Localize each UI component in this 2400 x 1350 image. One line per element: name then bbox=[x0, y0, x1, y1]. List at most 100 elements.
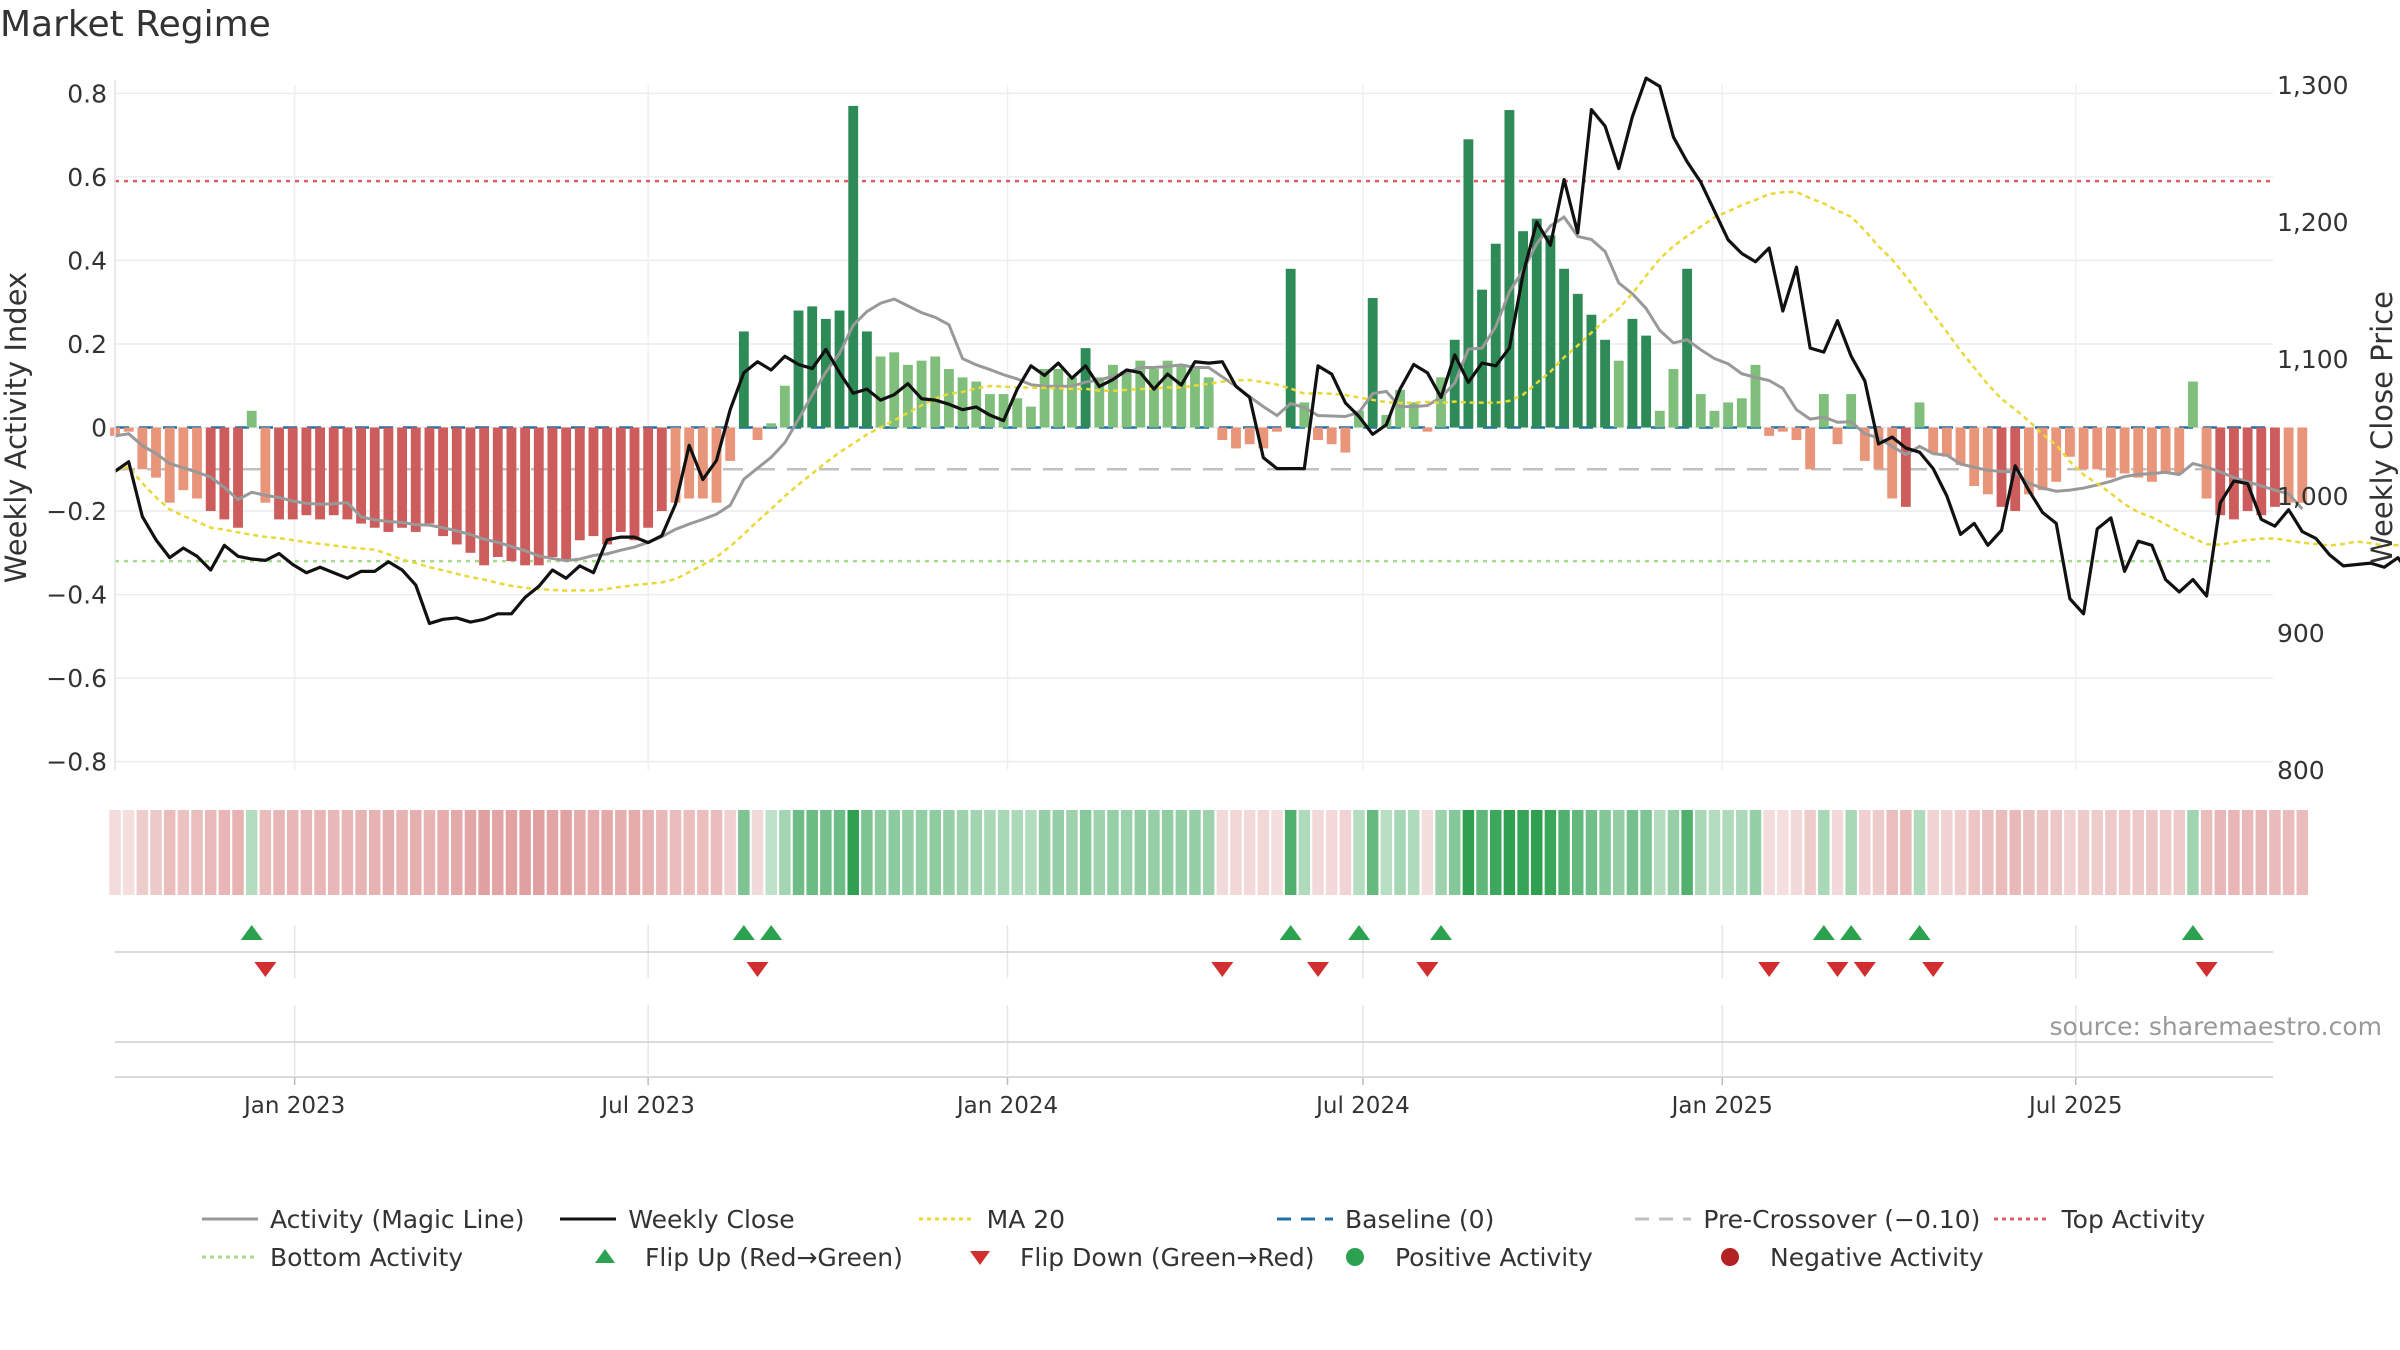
legend-label: Activity (Magic Line) bbox=[270, 1204, 525, 1234]
x-tick-label: Jul 2025 bbox=[2027, 1093, 2123, 1119]
activity-bar bbox=[1969, 427, 1980, 486]
regime-cell bbox=[1982, 810, 1994, 895]
regime-cell bbox=[368, 810, 381, 895]
y-tick-label: 0.6 bbox=[67, 163, 107, 192]
regime-cell bbox=[2200, 810, 2213, 895]
activity-bar bbox=[1395, 389, 1405, 428]
chart-title: Market Regime bbox=[0, 4, 271, 45]
flip-up-marker bbox=[732, 925, 755, 940]
regime-cell bbox=[2064, 810, 2076, 895]
regime-cell bbox=[451, 810, 463, 895]
regime-cell bbox=[1790, 810, 1803, 895]
activity-bars bbox=[110, 105, 2308, 566]
regime-cell bbox=[2118, 810, 2131, 895]
activity-bar bbox=[834, 310, 845, 428]
regime-cell bbox=[861, 810, 873, 895]
activity-bar bbox=[793, 310, 804, 428]
regime-cell bbox=[1722, 810, 1734, 895]
regime-cell bbox=[902, 810, 914, 895]
activity-bar bbox=[2092, 427, 2103, 470]
activity-bar bbox=[260, 427, 271, 503]
activity-bar bbox=[137, 427, 148, 470]
flip-markers bbox=[115, 925, 2273, 1043]
activity-bar bbox=[410, 427, 421, 532]
x-tick-label: Jul 2024 bbox=[1314, 1093, 1410, 1119]
regime-cell bbox=[765, 810, 777, 895]
regime-cell bbox=[1736, 810, 1748, 895]
lines bbox=[114, 76, 2400, 626]
chart-area: 0.8 0.6 0.4 0.2 0 −0.2 −0.4 −0.6 −0.8 1,300 1,200 1… bbox=[0, 71, 2400, 1119]
y2-tick-label: 1,300 bbox=[2277, 71, 2349, 100]
activity-bar bbox=[2174, 427, 2185, 474]
activity-bar bbox=[397, 427, 408, 528]
activity-bar bbox=[588, 427, 599, 537]
activity-bar bbox=[1941, 427, 1952, 457]
legend-label: Flip Up (Red→Green) bbox=[645, 1242, 903, 1272]
regime-cell bbox=[1585, 810, 1598, 895]
legend-swatch bbox=[1635, 1217, 1692, 1221]
y-tick-label: −0.2 bbox=[46, 497, 107, 526]
regime-cell bbox=[697, 810, 709, 895]
regime-cell bbox=[724, 810, 736, 895]
activity-bar bbox=[506, 427, 517, 562]
regime-cell bbox=[1941, 810, 1953, 895]
regime-cell bbox=[245, 810, 258, 895]
legend-label: Flip Down (Green→Red) bbox=[1020, 1242, 1315, 1272]
activity-bar bbox=[1149, 369, 1159, 428]
activity-bar bbox=[1764, 427, 1775, 436]
regime-cell bbox=[2009, 810, 2021, 895]
regime-cell bbox=[1175, 810, 1188, 895]
flip-down-marker bbox=[746, 962, 769, 977]
activity-bar bbox=[561, 427, 572, 562]
legend-swatch bbox=[1276, 1217, 1333, 1221]
activity-bar bbox=[1053, 369, 1064, 428]
activity-bar bbox=[1859, 427, 1870, 461]
regime-cell bbox=[1681, 810, 1693, 895]
regime-cell bbox=[1038, 810, 1051, 895]
regime-cell bbox=[683, 810, 695, 895]
regime-cell bbox=[2036, 810, 2049, 895]
flip-down-marker bbox=[1307, 962, 1330, 977]
activity-bar bbox=[1367, 298, 1378, 428]
regime-cell bbox=[177, 810, 190, 895]
regime-cell bbox=[1695, 810, 1707, 895]
activity-bar bbox=[2160, 427, 2171, 474]
y2-tick-label: 900 bbox=[2277, 619, 2325, 648]
regime-cell bbox=[1626, 810, 1639, 895]
legend-item: Flip Down (Green→Red) bbox=[950, 1238, 1325, 1276]
regime-cell bbox=[410, 810, 422, 895]
activity-bar bbox=[2188, 381, 2198, 428]
axes: 0.8 0.6 0.4 0.2 0 −0.2 −0.4 −0.6 −0.8 1,300 1,200 1… bbox=[0, 71, 2399, 785]
regime-cell bbox=[1120, 810, 1133, 895]
flip-up-marker bbox=[1840, 925, 1863, 940]
legend-item: MA 20 bbox=[917, 1200, 1275, 1238]
activity-bar bbox=[1108, 364, 1118, 428]
regime-cell bbox=[1900, 810, 1912, 895]
regime-cell bbox=[1572, 810, 1584, 895]
activity-bar bbox=[451, 427, 462, 545]
regime-cell bbox=[1380, 810, 1393, 895]
legend-label: MA 20 bbox=[986, 1204, 1066, 1234]
legend-label: Baseline (0) bbox=[1344, 1204, 1495, 1234]
regime-cell bbox=[628, 810, 641, 895]
regime-cell bbox=[1025, 810, 1037, 895]
regime-cell bbox=[888, 810, 900, 895]
regime-cell bbox=[546, 810, 559, 895]
flip-up-marker bbox=[1279, 925, 1302, 940]
activity-bar bbox=[916, 360, 927, 428]
activity-bar bbox=[779, 385, 790, 428]
activity-bar bbox=[1545, 235, 1556, 428]
regime-cell bbox=[1079, 810, 1092, 895]
weekly-close-line bbox=[114, 76, 2400, 626]
y2-tick-label: 1,100 bbox=[2277, 345, 2349, 374]
legend-label: Pre-Crossover (−0.10) bbox=[1703, 1204, 1981, 1234]
activity-bar bbox=[602, 427, 613, 545]
legend-item: Bottom Activity bbox=[200, 1238, 575, 1276]
activity-bar bbox=[1682, 268, 1693, 428]
legend-label: Bottom Activity bbox=[270, 1242, 464, 1272]
regime-cell bbox=[2282, 810, 2295, 895]
activity-bar bbox=[1326, 427, 1337, 445]
activity-bar bbox=[725, 427, 736, 461]
activity-bar bbox=[1572, 293, 1583, 428]
activity-bar bbox=[848, 105, 859, 428]
